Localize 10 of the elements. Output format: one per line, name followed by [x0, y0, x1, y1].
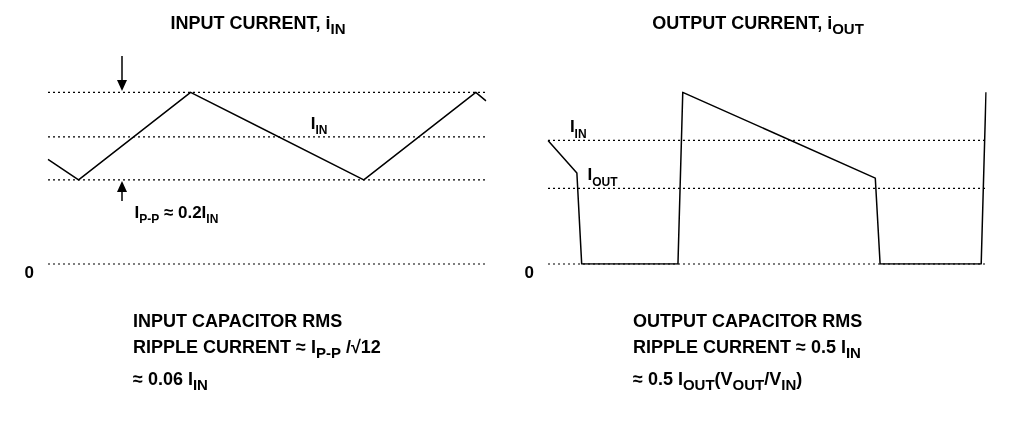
text: RIPPLE CURRENT ≈ 0.5 I$_{IN}$ — [633, 336, 862, 363]
text: INPUT CAPACITOR RMS — [133, 310, 344, 333]
text: ≈ 0.06 I$_{IN}$ — [133, 367, 209, 395]
chart-title: OUTPUT CURRENT, i$_{OUT}$ — [651, 12, 865, 39]
text: OUTPUT CAPACITOR RMS — [633, 310, 864, 333]
text: ≈ 0.5 I$_{OUT}$(V$_{OUT}$/V$_{IN}$) — [633, 367, 804, 395]
ref-line-label: 0 — [524, 263, 535, 282]
chart-title: INPUT CURRENT, i$_{IN}$ — [169, 12, 347, 39]
text: RIPPLE CURRENT ≈ I$_{P-P}$ /√12 — [133, 336, 382, 363]
ref-line-label: 0 — [24, 263, 35, 282]
